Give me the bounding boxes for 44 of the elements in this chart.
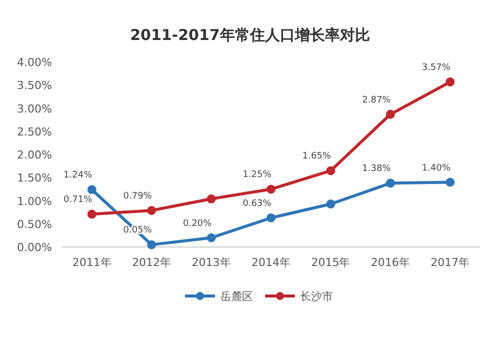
data-label: 1.25% <box>242 170 272 180</box>
x-tick-label: 2012年 <box>132 256 172 269</box>
point <box>386 110 395 119</box>
data-label: 3.57% <box>422 62 451 73</box>
y-tick-label: 3.50% <box>17 79 52 92</box>
y-tick-label: 0.50% <box>17 218 52 231</box>
data-label: 1.24% <box>64 170 93 181</box>
point <box>266 184 276 194</box>
point <box>147 240 156 250</box>
point <box>206 194 216 204</box>
y-tick-label: 2.00% <box>17 148 52 162</box>
point <box>446 77 455 86</box>
x-tick-label: 2011年 <box>72 256 112 269</box>
data-label: 1.40% <box>422 163 451 174</box>
x-tick-label: 2014年 <box>252 256 290 269</box>
data-label: 0.79% <box>123 191 152 202</box>
point <box>386 178 395 188</box>
legend-label: 岳麓区 <box>220 290 253 303</box>
y-tick-label: 0.00% <box>17 241 52 254</box>
data-label: 0.71% <box>64 195 93 206</box>
legend-label: 长沙市 <box>300 290 333 303</box>
point <box>87 185 96 194</box>
x-tick-label: 2017年 <box>430 256 470 269</box>
point <box>206 233 216 242</box>
chart-title: 2011-2017年常住人口增长率对比 <box>130 26 370 44</box>
point <box>147 206 156 215</box>
data-label: 2.87% <box>362 95 392 106</box>
y-tick-label: 1.50% <box>17 172 52 185</box>
x-tick-label: 2013年 <box>192 256 231 269</box>
data-label: 1.38% <box>362 164 392 174</box>
y-tick-label: 4.00% <box>17 56 52 69</box>
point <box>326 199 336 208</box>
point <box>446 178 455 187</box>
x-tick-label: 2016年 <box>370 256 410 269</box>
data-label: 0.20% <box>182 218 212 229</box>
x-tick-label: 2015年 <box>311 256 350 269</box>
data-label: 1.65% <box>302 152 332 162</box>
point <box>87 210 96 219</box>
y-tick-label: 2.50% <box>17 125 52 138</box>
y-tick-label: 3.00% <box>17 102 52 116</box>
y-tick-label: 1.00% <box>17 194 52 208</box>
point <box>326 166 336 176</box>
point <box>266 213 276 222</box>
data-label: 0.63% <box>242 198 272 209</box>
